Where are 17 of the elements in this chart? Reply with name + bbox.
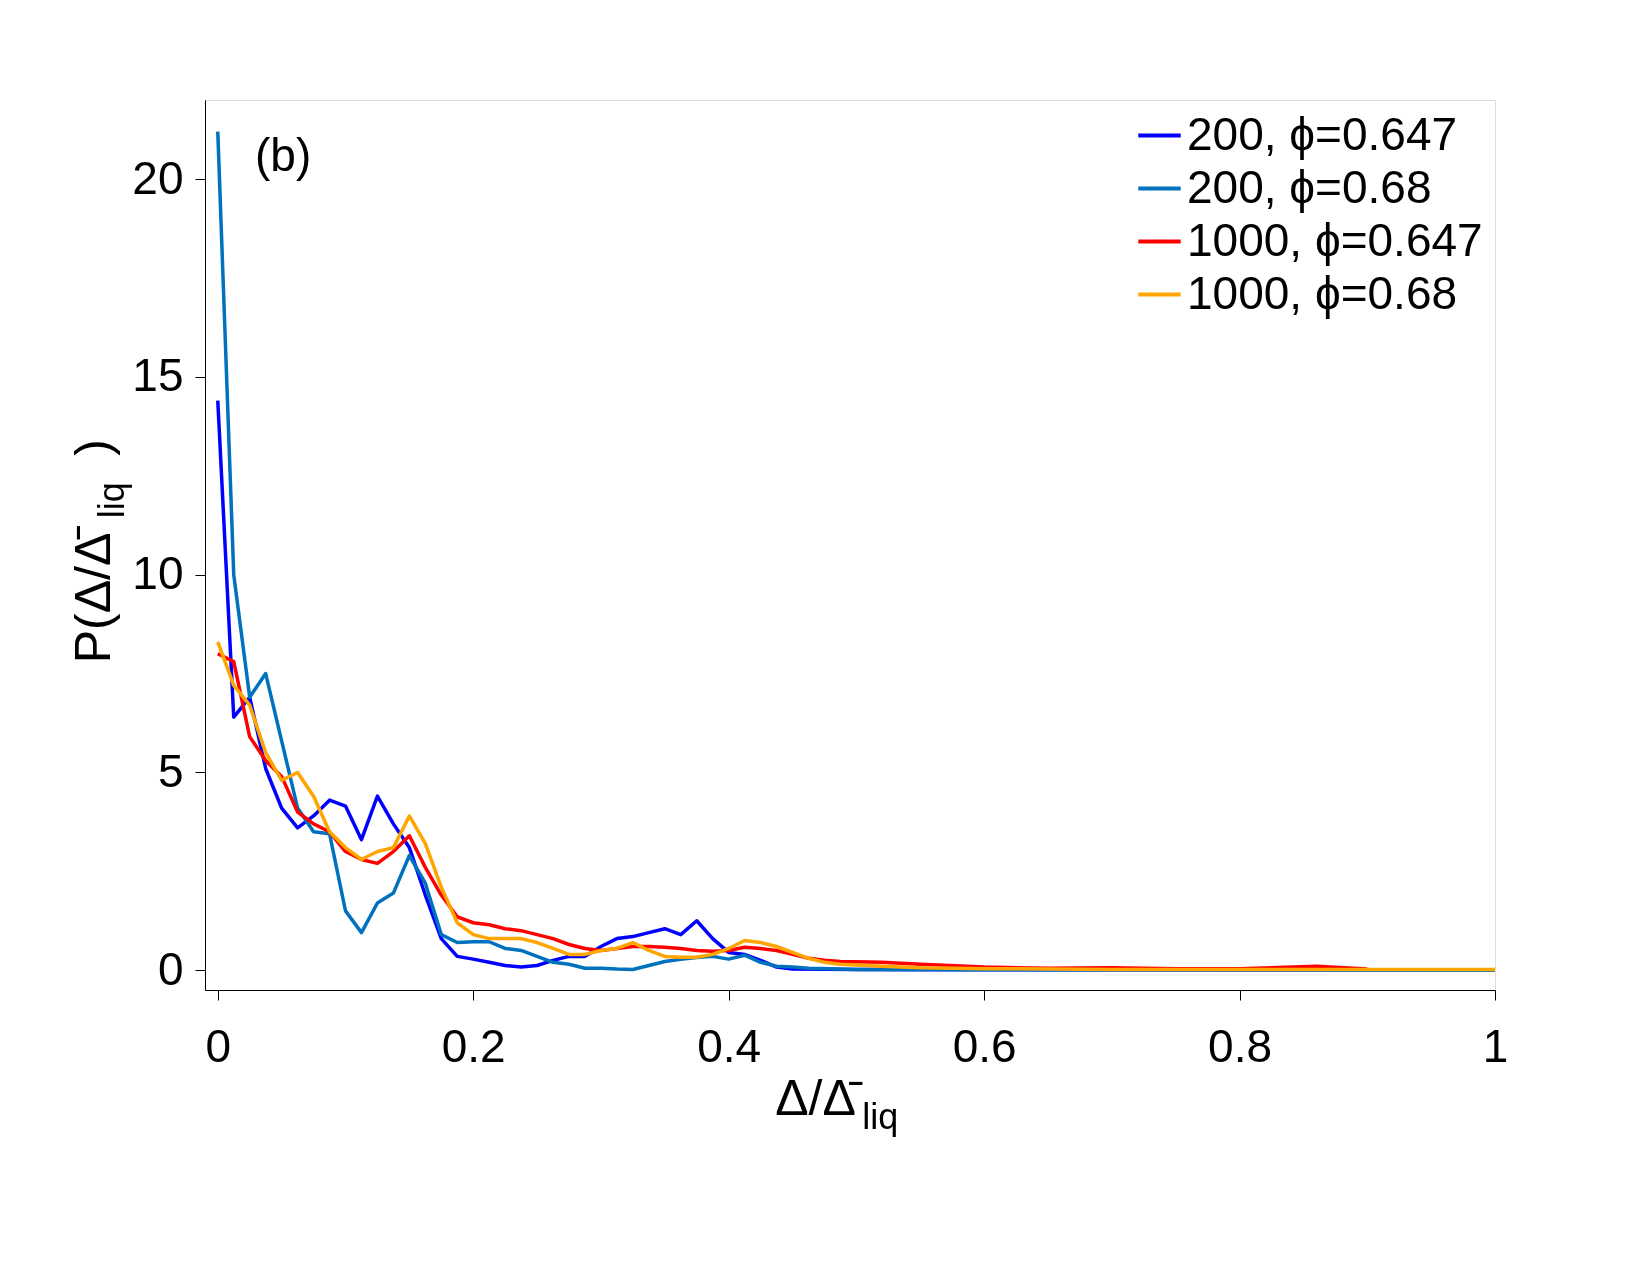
x-tick-label: 0 xyxy=(205,1019,232,1072)
x-tick-label: 0.2 xyxy=(441,1019,506,1072)
x-tick-label: 0.8 xyxy=(1208,1019,1273,1072)
annotation: (b) xyxy=(255,129,312,181)
y-tick-label: 0 xyxy=(157,942,184,995)
x-tick-label: 0.6 xyxy=(952,1019,1017,1072)
y-tick-label: 15 xyxy=(132,349,184,402)
legend-label: 200, ϕ=0.68 xyxy=(1187,160,1432,213)
x-tick-label: 0.4 xyxy=(697,1019,762,1072)
x-tick-label: 1 xyxy=(1482,1019,1509,1072)
y-axis-title: P(Δ/Δ̄liq) xyxy=(65,439,132,664)
legend-label: 1000, ϕ=0.647 xyxy=(1187,213,1483,266)
legend-label: 1000, ϕ=0.68 xyxy=(1187,266,1458,319)
y-tick-label: 20 xyxy=(132,151,184,204)
y-tick-label: 10 xyxy=(132,547,184,600)
legend-label: 200, ϕ=0.647 xyxy=(1187,107,1458,160)
y-tick-label: 5 xyxy=(157,744,184,797)
